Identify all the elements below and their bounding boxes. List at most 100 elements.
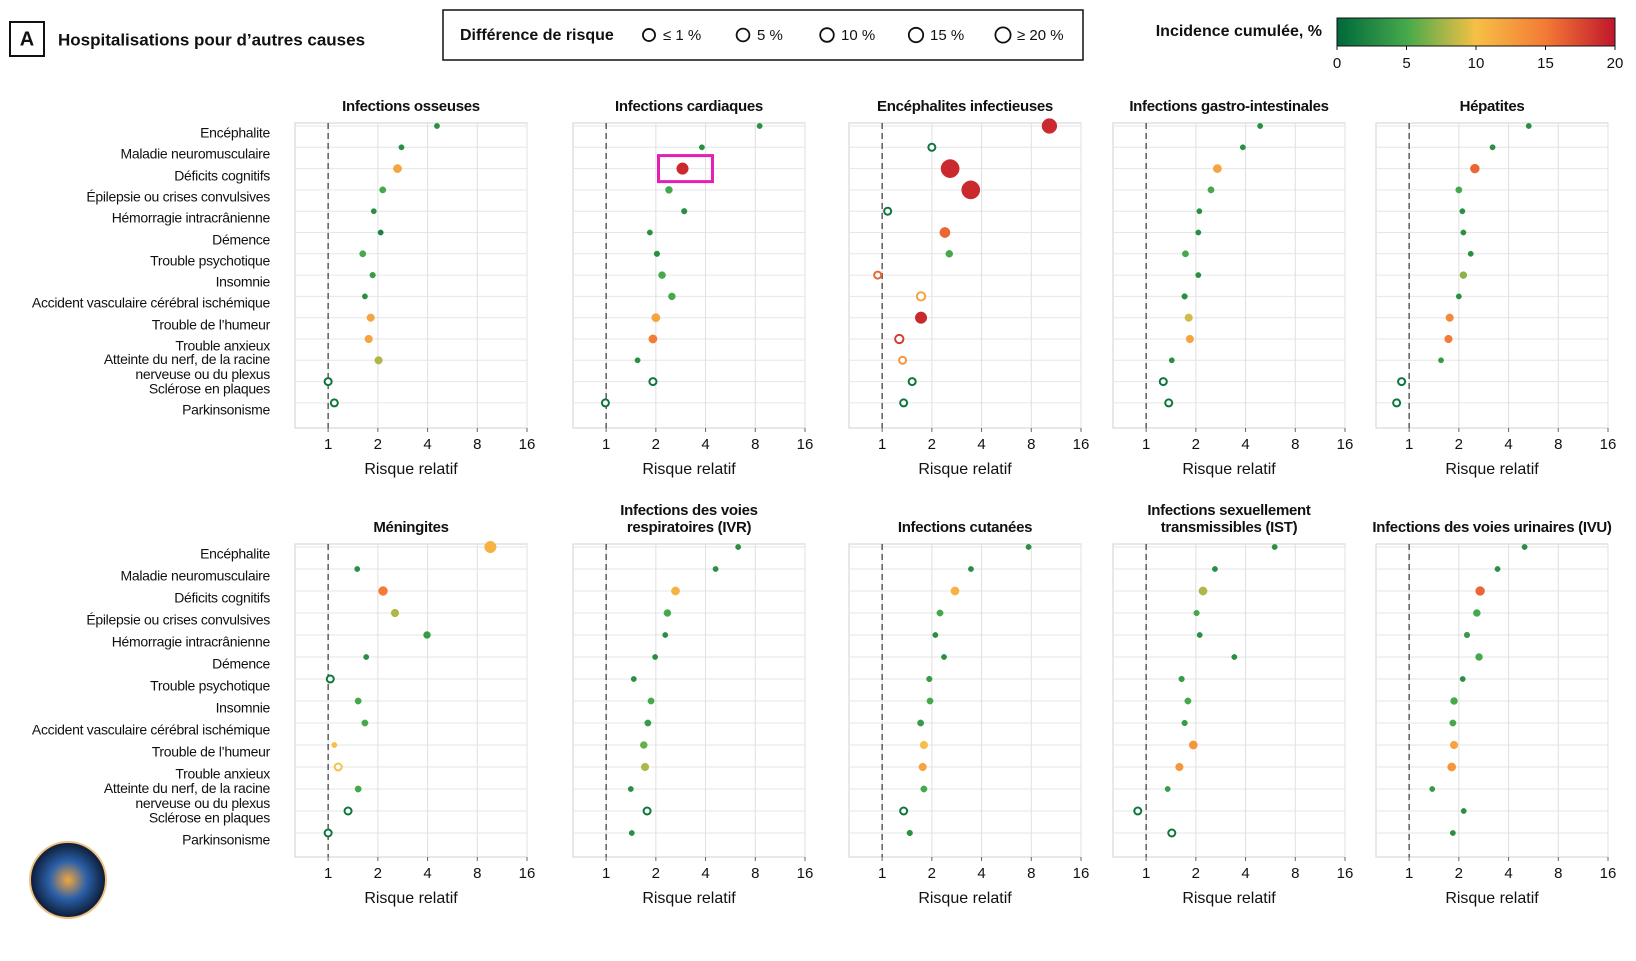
dot xyxy=(898,355,908,365)
x-tick-label: 4 xyxy=(977,865,985,882)
dot xyxy=(950,586,960,596)
x-tick-label: 1 xyxy=(324,865,332,882)
x-axis-label: Risque relatif xyxy=(1182,890,1276,907)
category-label: Trouble de l’humeur xyxy=(151,743,271,760)
x-tick-label: 1 xyxy=(1142,865,1150,882)
dot xyxy=(662,632,669,638)
logo xyxy=(29,841,107,919)
legend-box xyxy=(442,9,1084,61)
category-label: Trouble anxieux xyxy=(175,765,270,782)
dot xyxy=(361,719,369,727)
x-tick-label: 1 xyxy=(1405,436,1413,453)
category-label: Déficits cognitifs xyxy=(174,589,270,606)
legend-size-marker xyxy=(819,27,835,43)
category-label: Maladie neuromusculaire xyxy=(120,145,270,162)
dot xyxy=(374,356,383,365)
legend-size-label: ≥ 20 % xyxy=(1017,27,1064,44)
category-label: Démence xyxy=(212,231,270,247)
panel-title: Hépatites xyxy=(1459,98,1525,115)
dot xyxy=(920,785,928,793)
category-label: Sclérose en plaques xyxy=(148,809,270,826)
dot xyxy=(917,719,925,727)
dot xyxy=(1470,163,1480,174)
dot xyxy=(1193,609,1200,617)
panel-title: Infections cutanées xyxy=(897,519,1033,536)
dot xyxy=(1167,828,1177,838)
dot xyxy=(1212,566,1218,572)
x-tick-label: 2 xyxy=(1455,436,1463,453)
category-label: Trouble anxieux xyxy=(175,337,270,354)
category-label: Parkinsonisme xyxy=(182,831,270,848)
dot xyxy=(681,208,688,215)
dot xyxy=(1195,272,1202,279)
x-tick-label: 16 xyxy=(797,865,814,882)
category-label: Démence xyxy=(212,655,270,672)
dot xyxy=(377,229,384,236)
x-tick-label: 1 xyxy=(1142,436,1150,453)
x-tick-label: 2 xyxy=(928,865,936,882)
dot xyxy=(390,608,400,618)
legend-title: Différence de risque xyxy=(460,27,614,44)
x-axis-label: Risque relatif xyxy=(364,461,458,478)
dot xyxy=(968,566,974,572)
x-tick-label: 16 xyxy=(1337,436,1354,453)
dot xyxy=(1184,313,1193,322)
dot xyxy=(873,270,883,280)
dot xyxy=(1494,566,1501,572)
dot xyxy=(484,540,497,554)
legend-size-marker xyxy=(735,27,751,43)
dot xyxy=(1195,229,1202,236)
dot xyxy=(627,786,634,792)
category-label: Trouble de l’humeur xyxy=(151,316,271,333)
category-label: Épilepsie ou crises convulsives xyxy=(86,611,270,628)
dot xyxy=(1455,293,1462,300)
dot xyxy=(1196,632,1203,638)
panel-title: Infections cardiaques xyxy=(615,98,763,115)
dot xyxy=(1168,357,1175,364)
dot xyxy=(378,586,388,596)
dot xyxy=(1207,186,1215,194)
dot xyxy=(671,586,680,596)
x-tick-label: 4 xyxy=(1504,436,1512,453)
x-tick-label: 2 xyxy=(928,436,936,453)
dot xyxy=(644,719,652,727)
dot xyxy=(1459,271,1468,279)
dot xyxy=(362,293,368,300)
category-label: Trouble psychotique xyxy=(150,677,270,694)
dot xyxy=(398,144,405,151)
dot xyxy=(1257,123,1264,129)
dot xyxy=(1271,544,1278,550)
category-label: Hémorragie intracrânienne xyxy=(111,209,271,226)
x-tick-label: 16 xyxy=(1600,865,1617,882)
dot xyxy=(712,566,719,572)
category-label: Insomnie xyxy=(215,699,271,716)
x-tick-label: 2 xyxy=(1455,865,1463,882)
dot xyxy=(906,829,913,837)
colorbar-tick-label: 5 xyxy=(1402,55,1410,72)
x-tick-label: 1 xyxy=(878,436,886,453)
colorbar-title: Incidence cumulée, % xyxy=(1156,23,1322,40)
x-axis-label: Risque relatif xyxy=(918,890,1012,907)
x-tick-label: 1 xyxy=(602,865,610,882)
x-tick-label: 4 xyxy=(1504,865,1512,882)
x-tick-label: 16 xyxy=(519,436,536,453)
dot xyxy=(926,675,933,683)
dot xyxy=(653,250,661,257)
category-label: Trouble psychotique xyxy=(150,252,270,269)
x-tick-label: 8 xyxy=(751,436,759,453)
x-tick-label: 4 xyxy=(701,865,709,882)
x-tick-label: 2 xyxy=(1192,865,1200,882)
dot xyxy=(927,142,937,152)
x-tick-label: 1 xyxy=(878,865,886,882)
dot xyxy=(1185,334,1194,344)
dot xyxy=(756,123,763,129)
dot xyxy=(379,186,387,194)
panel-title: Infections gastro-intestinales xyxy=(1129,98,1329,115)
x-tick-label: 8 xyxy=(473,436,481,453)
x-tick-label: 16 xyxy=(519,865,536,882)
dot xyxy=(919,740,928,750)
dot xyxy=(899,398,909,408)
x-tick-label: 4 xyxy=(1241,436,1249,453)
dot xyxy=(914,311,928,324)
x-tick-label: 4 xyxy=(977,436,985,453)
